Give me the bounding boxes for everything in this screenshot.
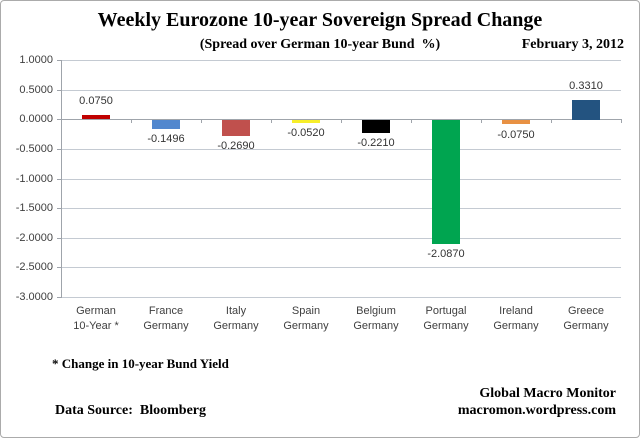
x-axis-tick-mark (481, 119, 482, 123)
bar-france (152, 120, 180, 129)
x-axis-category-label: Greece Germany (563, 305, 609, 332)
y-axis-tick-label: -1.0000 (15, 173, 53, 185)
y-axis-tick-mark (57, 208, 61, 209)
gridline (61, 90, 621, 91)
bar-value-label: 0.0750 (79, 95, 113, 107)
x-axis-tick-mark (201, 119, 202, 123)
x-axis-category-label: Ireland Germany (493, 305, 539, 332)
credit-block: Global Macro Monitor macromon.wordpress.… (458, 385, 616, 419)
x-axis-category-label: France Germany (143, 305, 189, 332)
gridline (61, 149, 621, 150)
bar-value-label: -0.0750 (497, 129, 535, 141)
y-axis-tick-label: -2.5000 (15, 261, 53, 273)
bar-value-label: -0.1496 (147, 133, 185, 145)
x-axis-tick-mark (551, 119, 552, 123)
bar-ireland (502, 120, 530, 124)
y-axis-tick-mark (57, 119, 61, 120)
y-axis-tick-mark (57, 60, 61, 61)
bar-german (82, 115, 110, 119)
x-axis-tick-mark (61, 119, 62, 123)
gridline (61, 297, 621, 298)
bar-belgium (362, 120, 390, 133)
x-axis-tick-mark (411, 119, 412, 123)
chart-subtitle: (Spread over German 10-year Bund %) (199, 37, 441, 52)
bar-value-label: -2.0870 (427, 248, 465, 260)
y-axis-tick-label: 1.0000 (19, 54, 53, 66)
y-axis-tick-label: -1.5000 (15, 202, 53, 214)
bar-value-label: 0.3310 (569, 80, 603, 92)
x-axis-tick-mark (131, 119, 132, 123)
bar-value-label: -0.2210 (357, 137, 395, 149)
x-axis-category-label: German 10-Year * (73, 305, 119, 332)
x-axis-tick-mark (621, 119, 622, 123)
bar-spain (292, 120, 320, 123)
data-source-label: Data Source: Bloomberg (55, 403, 206, 418)
x-axis-tick-mark (271, 119, 272, 123)
x-axis-category-label: Belgium Germany (353, 305, 399, 332)
gridline (61, 238, 621, 239)
gridline (61, 267, 621, 268)
chart-title: Weekly Eurozone 10-year Sovereign Spread… (97, 9, 543, 31)
y-axis-tick-mark (57, 238, 61, 239)
gridline (61, 60, 621, 61)
y-axis-tick-mark (57, 267, 61, 268)
x-axis-category-label: Italy Germany (213, 305, 259, 332)
bar-italy (222, 120, 250, 136)
x-axis-category-label: Spain Germany (283, 305, 329, 332)
credit-url: macromon.wordpress.com (457, 403, 616, 418)
gridline (61, 179, 621, 180)
bar-value-label: -0.2690 (217, 140, 255, 152)
bar-greece (572, 100, 600, 120)
y-axis-tick-mark (57, 90, 61, 91)
y-axis-tick-mark (57, 179, 61, 180)
gridline (61, 208, 621, 209)
credit-name: Global Macro Monitor (479, 386, 616, 401)
bar-portugal (432, 120, 460, 244)
y-axis-tick-mark (57, 297, 61, 298)
x-axis-tick-mark (341, 119, 342, 123)
footnote-bund-yield: * Change in 10-year Bund Yield (52, 356, 229, 371)
y-axis-tick-label: -0.5000 (15, 143, 53, 155)
y-axis-tick-label: 0.0000 (19, 113, 53, 125)
y-axis-tick-mark (57, 149, 61, 150)
y-axis-tick-label: -2.0000 (15, 232, 53, 244)
y-axis-tick-label: -3.0000 (15, 291, 53, 303)
y-axis-line (61, 60, 62, 298)
chart-date: February 3, 2012 (521, 37, 624, 52)
y-axis-tick-label: 0.5000 (19, 84, 53, 96)
x-axis-category-label: Portugal Germany (423, 305, 469, 332)
bar-value-label: -0.0520 (287, 127, 325, 139)
